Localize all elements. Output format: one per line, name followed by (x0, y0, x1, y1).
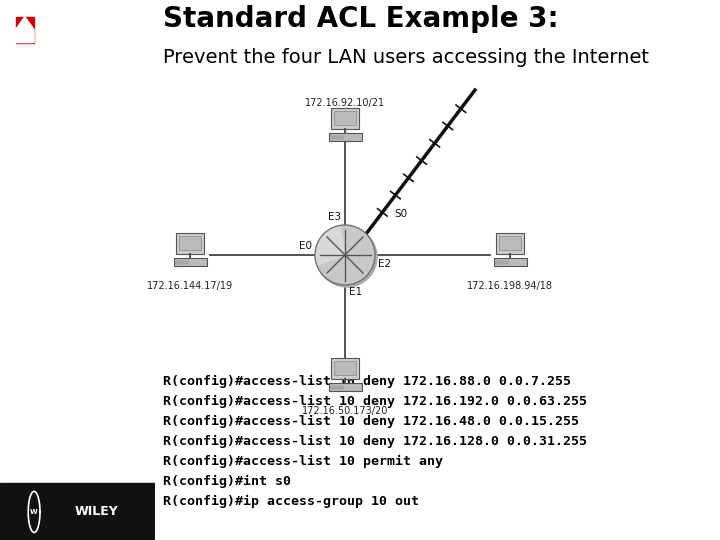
FancyBboxPatch shape (333, 361, 356, 375)
Polygon shape (16, 17, 34, 43)
Bar (0, 483, 155, 540)
FancyBboxPatch shape (174, 258, 207, 266)
Text: R(config)#access-list 10 deny 172.16.128.0 0.0.31.255: R(config)#access-list 10 deny 172.16.128… (163, 435, 587, 448)
Wedge shape (317, 227, 345, 265)
Text: R(config)#ip access-group 10 out: R(config)#ip access-group 10 out (163, 495, 419, 508)
Text: R(config)#access-list 10 deny 172.16.88.0 0.0.7.255: R(config)#access-list 10 deny 172.16.88.… (163, 375, 571, 388)
FancyBboxPatch shape (496, 233, 524, 253)
Text: W: W (30, 509, 38, 515)
Text: R(config)#access-list 10 deny 172.16.48.0 0.0.15.255: R(config)#access-list 10 deny 172.16.48.… (163, 415, 579, 428)
Text: 172.16.92.10/21: 172.16.92.10/21 (305, 98, 385, 108)
Circle shape (315, 225, 375, 285)
Text: E1: E1 (349, 287, 362, 297)
Text: 172.16.50.173/20: 172.16.50.173/20 (302, 406, 388, 416)
Text: Prevent the four LAN users accessing the Internet: Prevent the four LAN users accessing the… (163, 48, 649, 67)
FancyBboxPatch shape (328, 133, 361, 140)
Text: E0: E0 (299, 241, 312, 251)
Text: R(config)#access-list 10 permit any: R(config)#access-list 10 permit any (163, 455, 443, 468)
Circle shape (317, 227, 377, 287)
FancyBboxPatch shape (330, 357, 359, 379)
Text: R(config)#int s0: R(config)#int s0 (163, 475, 291, 488)
Text: 172.16.144.17/19: 172.16.144.17/19 (147, 281, 233, 291)
FancyBboxPatch shape (493, 258, 526, 266)
FancyBboxPatch shape (330, 107, 359, 129)
Text: R(config)#access-list 10 deny 172.16.192.0 0.0.63.255: R(config)#access-list 10 deny 172.16.192… (163, 395, 587, 408)
Text: E3: E3 (328, 212, 341, 222)
FancyBboxPatch shape (333, 111, 356, 125)
FancyBboxPatch shape (179, 235, 202, 251)
Text: E2: E2 (378, 259, 391, 269)
Text: Standard ACL Example 3:: Standard ACL Example 3: (163, 5, 559, 33)
Text: SYBEX: SYBEX (65, 27, 98, 36)
FancyBboxPatch shape (328, 383, 361, 390)
Bar (16, 17, 34, 43)
FancyBboxPatch shape (330, 386, 343, 389)
Text: S0: S0 (394, 209, 407, 219)
FancyBboxPatch shape (175, 261, 188, 264)
Text: WILEY: WILEY (74, 505, 118, 518)
FancyBboxPatch shape (495, 261, 508, 264)
Bar (12, 15, 56, 44)
FancyBboxPatch shape (330, 136, 343, 139)
FancyBboxPatch shape (498, 235, 521, 251)
FancyBboxPatch shape (176, 233, 204, 253)
Text: 172.16.198.94/18: 172.16.198.94/18 (467, 281, 553, 291)
